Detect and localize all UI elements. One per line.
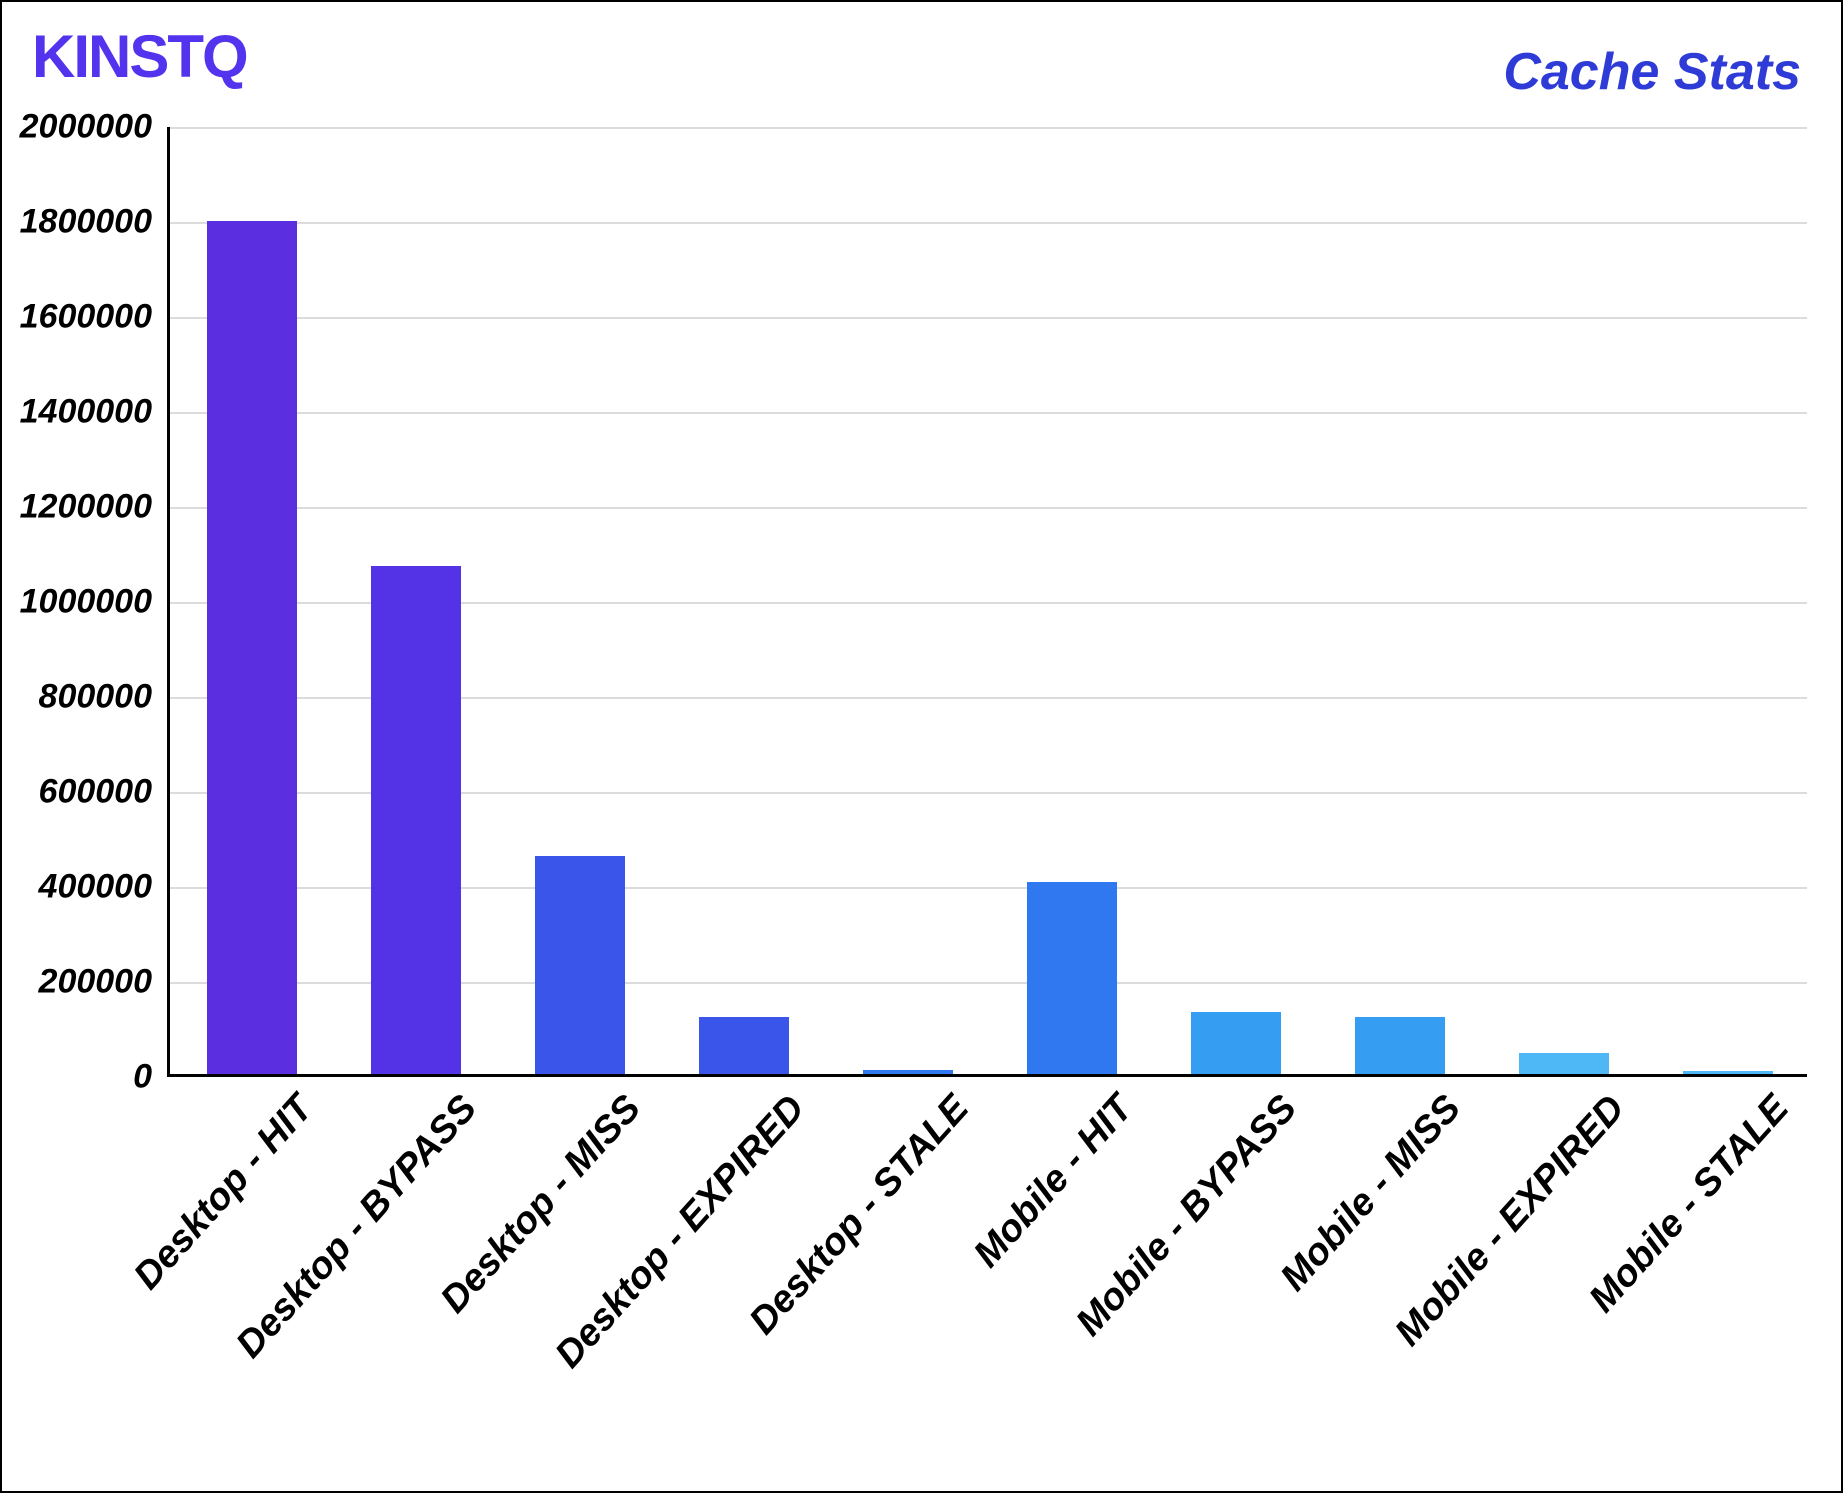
bar xyxy=(863,1070,953,1074)
gridline xyxy=(170,412,1807,414)
bar xyxy=(1027,882,1117,1074)
ytick-label: 1000000 xyxy=(20,583,152,622)
ytick-label: 800000 xyxy=(39,678,152,717)
ytick-label: 1400000 xyxy=(20,393,152,432)
bar xyxy=(207,221,297,1074)
bar xyxy=(1683,1071,1773,1074)
ytick-label: 0 xyxy=(133,1058,152,1097)
ytick-label: 2000000 xyxy=(20,108,152,147)
gridline xyxy=(170,222,1807,224)
bar xyxy=(699,1017,789,1074)
ytick-label: 600000 xyxy=(39,773,152,812)
gridline xyxy=(170,507,1807,509)
brand-logo: KINSTQ xyxy=(32,22,247,91)
ytick-label: 1200000 xyxy=(20,488,152,527)
bar xyxy=(371,566,461,1074)
ytick-label: 1800000 xyxy=(20,203,152,242)
ytick-label: 200000 xyxy=(39,963,152,1002)
chart-container: KINSTQ Cache Stats 020000040000060000080… xyxy=(0,0,1843,1493)
ytick-label: 400000 xyxy=(39,868,152,907)
ytick-label: 1600000 xyxy=(20,298,152,337)
bar xyxy=(1191,1012,1281,1074)
bar xyxy=(1519,1053,1609,1074)
gridline xyxy=(170,317,1807,319)
bar xyxy=(1355,1017,1445,1074)
bar xyxy=(535,856,625,1074)
chart-title: Cache Stats xyxy=(1503,42,1801,102)
plot-area: 0200000400000600000800000100000012000001… xyxy=(167,127,1807,1077)
gridline xyxy=(170,127,1807,129)
